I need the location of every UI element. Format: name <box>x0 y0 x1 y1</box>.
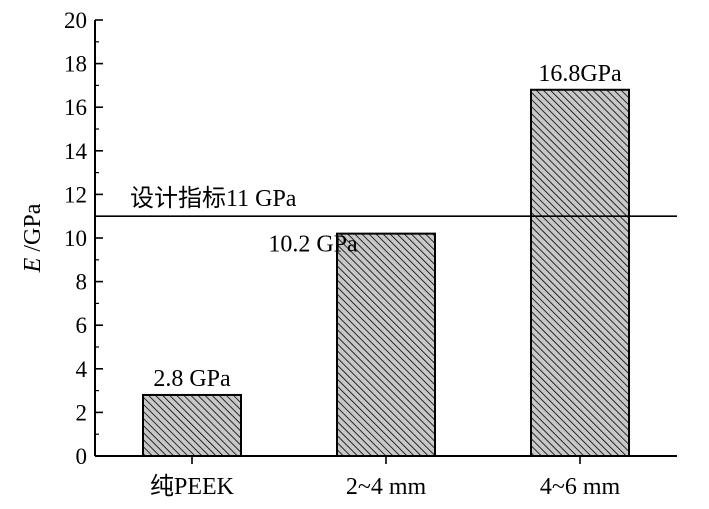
axes-layer <box>94 19 677 464</box>
labels-layer: 设计指标11 GPa 0 2 4 6 8 10 12 14 16 18 20 纯PEEK 2~4 mm 4~… <box>20 8 622 500</box>
bar-1 <box>142 393 242 457</box>
y-tick-label: 2 <box>76 400 88 425</box>
data-label-2: 10.2 GPa <box>268 232 358 258</box>
x-tick-label: 纯PEEK <box>150 473 235 500</box>
bars-layer <box>142 88 630 457</box>
y-axis-label-symbol: E <box>20 257 46 273</box>
y-tick-label: 16 <box>64 95 87 120</box>
y-tick-label: 8 <box>76 270 88 295</box>
y-axis-label: E /GPa <box>20 203 46 273</box>
bar-2 <box>336 232 436 457</box>
bar-3 <box>530 88 630 457</box>
x-tick-label: 4~6 mm <box>540 474 621 500</box>
y-tick-label: 18 <box>64 52 87 77</box>
data-label-1: 2.8 GPa <box>153 366 231 392</box>
x-tick-label: 2~4 mm <box>346 474 427 500</box>
reference-line-label: 设计指标11 GPa <box>130 185 297 212</box>
y-tick-label: 0 <box>76 444 88 469</box>
y-tick-label: 20 <box>64 8 87 33</box>
y-tick-label: 14 <box>64 139 88 164</box>
data-label-3: 16.8GPa <box>538 61 622 87</box>
y-tick-label: 4 <box>76 357 88 382</box>
y-tick-label: 6 <box>76 313 88 338</box>
y-tick-label: 10 <box>64 226 87 251</box>
y-axis-label-unit: /GPa <box>20 203 46 257</box>
y-tick-label: 12 <box>64 182 87 207</box>
